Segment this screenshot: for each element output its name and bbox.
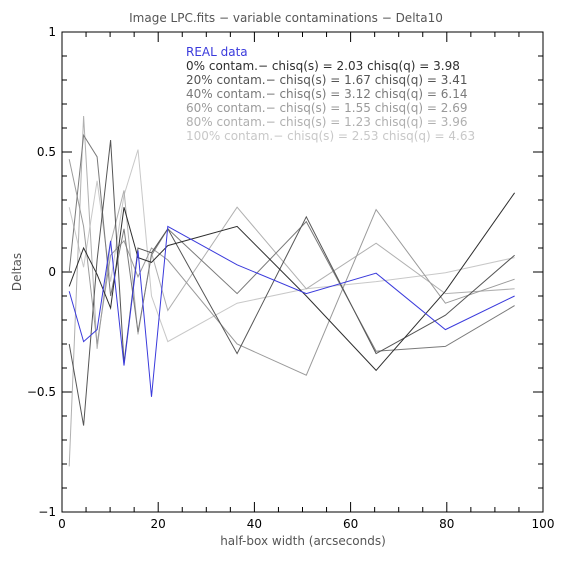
series-line-2 xyxy=(68,139,515,426)
legend-entry: REAL data xyxy=(186,45,248,59)
x-tick-label: 80 xyxy=(439,517,454,531)
y-tick-label: −0.5 xyxy=(27,385,56,399)
y-axis-label: Deltas xyxy=(10,253,24,291)
y-tick-label: −1 xyxy=(38,505,56,519)
x-tick-label: 60 xyxy=(343,517,358,531)
x-axis-label: half-box width (arcseconds) xyxy=(220,534,386,548)
x-tick-label: 40 xyxy=(247,517,262,531)
series-line-0 xyxy=(68,225,515,397)
x-tick-label: 0 xyxy=(58,517,66,531)
tick-labels: 0 20 40 60 80 100 −1 −0.5 0 0.5 1 xyxy=(27,25,555,531)
legend-entry: 0% contam.− chisq(s) = 2.03 chisq(q) = 3… xyxy=(186,59,460,73)
legend-entry: 100% contam.− chisq(s) = 2.53 chisq(q) =… xyxy=(186,129,475,143)
x-tick-label: 100 xyxy=(532,517,555,531)
legend-entry: 60% contam.− chisq(s) = 1.55 chisq(q) = … xyxy=(186,101,468,115)
series-line-1 xyxy=(68,192,516,372)
legend-entry: 80% contam.− chisq(s) = 1.23 chisq(q) = … xyxy=(186,115,468,129)
series-line-3 xyxy=(68,133,515,352)
legend-entry: 20% contam.− chisq(s) = 1.67 chisq(q) = … xyxy=(186,73,468,87)
axis-ticks xyxy=(61,31,544,513)
x-tick-label: 20 xyxy=(151,517,166,531)
series-line-6 xyxy=(68,149,515,343)
series-line-4 xyxy=(68,159,515,376)
y-tick-label: 0 xyxy=(48,265,56,279)
legend-entry: 40% contam.− chisq(s) = 3.12 chisq(q) = … xyxy=(186,87,468,101)
y-tick-label: 1 xyxy=(48,25,56,39)
y-tick-label: 0.5 xyxy=(37,145,56,159)
series-group xyxy=(68,115,516,467)
chart-title: Image LPC.fits − variable contaminations… xyxy=(129,11,443,25)
